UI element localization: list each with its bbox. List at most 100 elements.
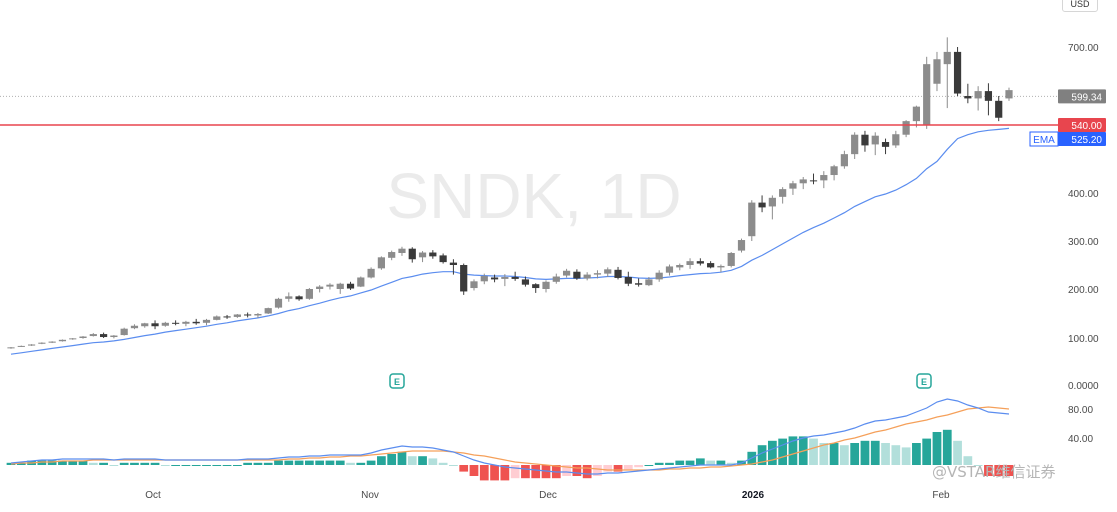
candle[interactable]	[58, 339, 67, 342]
candle[interactable]	[202, 318, 211, 326]
candle[interactable]	[779, 187, 787, 204]
candle[interactable]	[881, 138, 890, 155]
candle[interactable]	[696, 258, 704, 266]
candle[interactable]	[7, 347, 15, 349]
candle[interactable]	[768, 195, 776, 220]
candle[interactable]	[861, 130, 869, 152]
candle[interactable]	[130, 324, 139, 330]
candle[interactable]	[27, 344, 36, 346]
candle[interactable]	[964, 83, 972, 104]
candle[interactable]	[69, 338, 77, 340]
candle[interactable]	[717, 264, 725, 273]
candle[interactable]	[521, 276, 530, 287]
candle[interactable]	[192, 318, 200, 325]
candle[interactable]	[316, 285, 324, 293]
candle[interactable]	[840, 150, 848, 169]
candle[interactable]	[614, 266, 622, 280]
candle[interactable]	[141, 322, 149, 328]
candle[interactable]	[1005, 87, 1013, 101]
candle[interactable]	[593, 270, 602, 279]
candle[interactable]	[809, 173, 818, 185]
candle[interactable]	[99, 332, 108, 338]
candle[interactable]	[645, 277, 653, 287]
candle[interactable]	[902, 120, 910, 138]
candle[interactable]	[490, 274, 499, 283]
candle[interactable]	[79, 336, 87, 339]
candle[interactable]	[799, 176, 807, 190]
candle[interactable]	[357, 276, 365, 288]
candle[interactable]	[367, 267, 375, 279]
candle[interactable]	[686, 258, 694, 269]
candle[interactable]	[172, 320, 180, 326]
candle[interactable]	[120, 327, 128, 336]
candle[interactable]	[676, 263, 684, 271]
candle[interactable]	[377, 256, 385, 270]
candle[interactable]	[264, 307, 272, 314]
candle[interactable]	[38, 342, 46, 345]
candle[interactable]	[871, 132, 879, 156]
candle[interactable]	[110, 335, 118, 339]
candle[interactable]	[974, 86, 982, 111]
candle[interactable]	[439, 253, 447, 264]
candle[interactable]	[89, 333, 97, 337]
candle[interactable]	[326, 283, 334, 290]
candle[interactable]	[213, 315, 221, 321]
candle[interactable]	[851, 132, 859, 159]
candle[interactable]	[151, 320, 159, 330]
candle[interactable]	[748, 200, 756, 241]
candle[interactable]	[305, 288, 313, 300]
candle[interactable]	[254, 313, 262, 318]
candle[interactable]	[295, 295, 303, 301]
candle[interactable]	[274, 297, 283, 309]
candle[interactable]	[480, 273, 488, 285]
candle[interactable]	[398, 246, 406, 256]
candle[interactable]	[933, 51, 941, 92]
candle[interactable]	[737, 238, 746, 253]
candle[interactable]	[542, 280, 550, 293]
candle[interactable]	[707, 261, 715, 269]
candle[interactable]	[820, 171, 828, 189]
candle[interactable]	[346, 281, 355, 290]
candle[interactable]	[943, 37, 951, 109]
candle[interactable]	[388, 250, 396, 261]
candle[interactable]	[830, 164, 838, 181]
candle[interactable]	[635, 278, 643, 287]
candle[interactable]	[336, 282, 344, 294]
candle[interactable]	[789, 180, 797, 195]
candle[interactable]	[583, 272, 591, 281]
candle[interactable]	[460, 263, 468, 295]
candle[interactable]	[953, 47, 962, 96]
candle[interactable]	[655, 270, 663, 282]
candle[interactable]	[624, 271, 632, 287]
candle[interactable]	[532, 283, 540, 293]
candle[interactable]	[912, 105, 921, 128]
candle[interactable]	[995, 96, 1003, 122]
candle[interactable]	[552, 273, 560, 284]
earnings-event-icon[interactable]: E	[916, 373, 932, 389]
candle[interactable]	[727, 252, 735, 268]
candle[interactable]	[923, 56, 931, 129]
candle[interactable]	[429, 250, 437, 259]
candle[interactable]	[665, 264, 674, 276]
candle[interactable]	[562, 268, 571, 278]
candle[interactable]	[244, 312, 252, 318]
candle[interactable]	[418, 251, 427, 263]
candle[interactable]	[17, 345, 25, 347]
candle[interactable]	[511, 271, 519, 281]
candle[interactable]	[758, 195, 766, 213]
candle[interactable]	[984, 83, 993, 116]
candle[interactable]	[501, 274, 509, 287]
candle[interactable]	[161, 321, 169, 327]
candle[interactable]	[449, 259, 458, 275]
currency-selector[interactable]: USD	[1062, 0, 1098, 12]
candle[interactable]	[48, 341, 56, 344]
candle[interactable]	[233, 313, 241, 318]
earnings-event-icon[interactable]: E	[389, 373, 405, 389]
candle[interactable]	[604, 267, 612, 277]
candle[interactable]	[892, 130, 900, 148]
candle[interactable]	[223, 314, 231, 319]
candle[interactable]	[573, 269, 581, 280]
candle[interactable]	[408, 247, 416, 263]
